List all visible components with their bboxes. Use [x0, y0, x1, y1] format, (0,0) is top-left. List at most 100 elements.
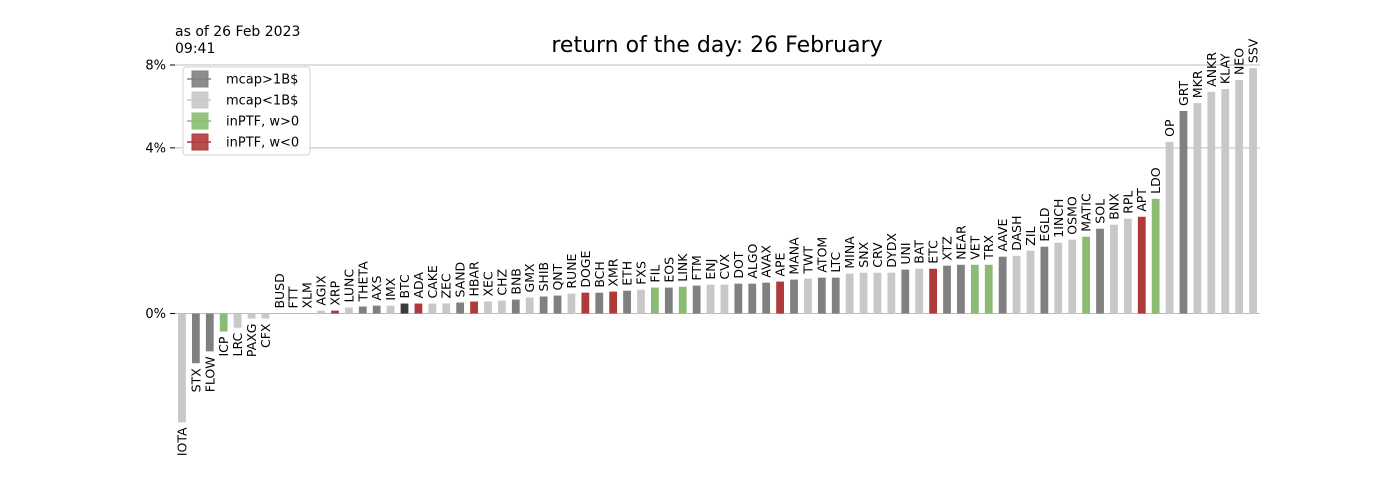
bar — [1026, 250, 1035, 314]
bar-label: AAVE — [995, 218, 1010, 251]
bar — [344, 307, 353, 314]
bar — [817, 277, 826, 314]
bar-label: FTT — [286, 286, 301, 308]
bar — [1249, 68, 1257, 314]
bar — [873, 272, 882, 314]
bar-label: MATIC — [1079, 193, 1094, 232]
bar-label: VET — [967, 235, 982, 259]
bar — [804, 278, 812, 314]
bar — [957, 264, 965, 314]
bar — [943, 265, 951, 314]
bar-label: ALGO — [745, 243, 760, 278]
bar — [191, 313, 200, 364]
bar-label: TWT — [800, 246, 815, 275]
bar-label: ZEC — [439, 273, 454, 298]
bar-label: XEC — [480, 271, 495, 296]
bar-label: BAT — [912, 240, 927, 264]
bar — [609, 291, 618, 314]
legend-label: inPTF, w<0 — [226, 136, 299, 151]
bar-label: XLM — [300, 282, 315, 308]
bar — [428, 303, 437, 314]
bar-label: ADA — [411, 272, 426, 299]
bar — [776, 281, 784, 314]
bar — [595, 292, 604, 314]
bar-label: HBAR — [467, 261, 482, 297]
bar-label: DOT — [731, 251, 746, 278]
bar-label: NEO — [1232, 48, 1247, 75]
bar — [748, 283, 757, 314]
bar-label: RPL — [1120, 191, 1135, 214]
bar — [484, 301, 492, 314]
bar-label: FLOW — [202, 356, 217, 392]
bar-label: FXS — [633, 261, 648, 285]
bar — [790, 279, 798, 314]
bar — [414, 303, 423, 314]
bar — [553, 295, 562, 314]
bar — [1221, 89, 1230, 314]
bar — [831, 277, 840, 314]
annotation: as of 26 Feb 2023 — [175, 24, 300, 40]
bar — [1012, 255, 1021, 314]
bar — [205, 313, 214, 352]
bar — [1068, 239, 1077, 314]
bar-label: PAXG — [244, 324, 259, 358]
bar — [901, 269, 910, 314]
bar — [637, 289, 645, 314]
bar — [470, 301, 478, 314]
legend-swatch — [191, 133, 209, 151]
bar-label: CAKE — [425, 265, 440, 298]
bar-label: LINK — [675, 253, 690, 282]
bar — [929, 268, 938, 314]
chart-title: return of the day: 26 February — [551, 33, 882, 58]
bar-label: QNT — [550, 263, 565, 290]
bar — [970, 264, 979, 314]
bar-label: SHIB — [536, 262, 551, 292]
bar-label: SOL — [1093, 199, 1108, 224]
bar-label: DYDX — [884, 233, 899, 268]
bar-label: LRC — [230, 332, 245, 356]
bar — [845, 273, 854, 314]
bar-label: GRT — [1176, 81, 1191, 106]
bar-label: BTC — [397, 274, 412, 298]
bar-label: THETA — [355, 261, 370, 303]
bar — [386, 305, 395, 314]
bar-label: MINA — [842, 236, 857, 269]
bar-label: IMX — [383, 277, 398, 300]
bar-label: MANA — [787, 237, 802, 275]
bar — [1054, 242, 1063, 314]
bar — [1040, 246, 1049, 314]
bar — [219, 313, 228, 332]
bar — [1082, 236, 1091, 314]
bar — [261, 313, 270, 319]
annotation: 09:41 — [175, 41, 215, 57]
bar — [1235, 80, 1244, 314]
legend-label: inPTF, w>0 — [226, 115, 299, 130]
bar-label: ETC — [926, 240, 941, 264]
bar — [525, 297, 534, 314]
bar — [581, 292, 590, 314]
bar-label: CVX — [717, 253, 732, 279]
y-tick-label: 8% — [145, 59, 166, 74]
y-tick-label: 4% — [145, 141, 166, 156]
bar-label: OP — [1162, 119, 1177, 137]
bar — [331, 310, 339, 314]
bar — [1193, 103, 1202, 314]
bar — [317, 310, 325, 314]
bar — [456, 302, 465, 314]
bar-label: AGIX — [314, 275, 329, 306]
bar-label: FTM — [689, 255, 704, 280]
bar — [984, 264, 993, 314]
bar-label: EGLD — [1037, 207, 1052, 241]
bar-label: APT — [1134, 188, 1149, 212]
bar — [651, 287, 659, 314]
bar — [497, 300, 506, 314]
bar — [1096, 228, 1104, 314]
bar-label: LUNC — [341, 269, 356, 303]
bar — [623, 290, 631, 314]
legend-label: mcap<1B$ — [226, 94, 298, 109]
bar-label: DASH — [1009, 215, 1024, 250]
bar-label: EOS — [661, 257, 676, 283]
bar — [358, 306, 367, 314]
bar — [1151, 198, 1160, 314]
